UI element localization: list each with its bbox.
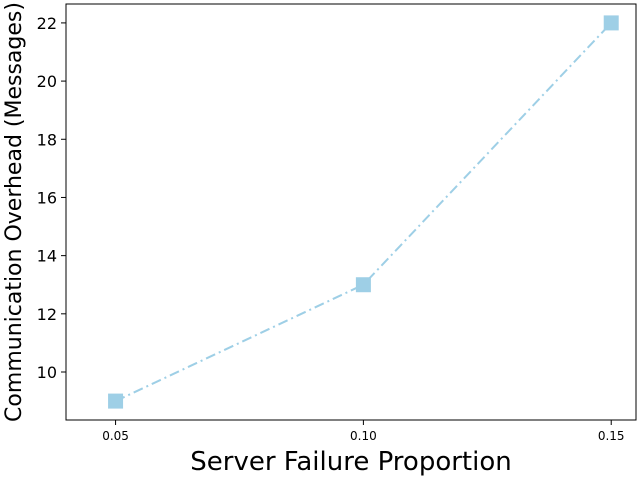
y-tick-label: 10	[37, 363, 57, 382]
y-axis-label: Communication Overhead (Messages)	[2, 2, 27, 422]
y-tick-label: 20	[37, 72, 57, 91]
y-tick-label: 14	[37, 247, 57, 266]
data-point-marker	[108, 393, 124, 409]
plot-frame	[65, 3, 637, 421]
x-tick-label: 0.10	[350, 429, 377, 443]
x-tick-label: 0.05	[102, 429, 129, 443]
x-axis-ticks: 0.05 0.10 0.15	[102, 420, 625, 443]
y-axis-ticks: 10 12 14 16 18 20 22	[37, 14, 66, 382]
x-axis-label: Server Failure Proportion	[190, 447, 511, 477]
data-point-marker	[603, 15, 619, 31]
series-line	[115, 22, 612, 402]
data-point-marker	[355, 277, 371, 293]
y-tick-label: 12	[37, 305, 57, 324]
y-tick-label: 18	[37, 130, 57, 149]
series-group	[108, 15, 619, 409]
y-tick-label: 16	[37, 188, 57, 207]
x-tick-label: 0.15	[598, 429, 625, 443]
y-tick-label: 22	[37, 14, 57, 33]
